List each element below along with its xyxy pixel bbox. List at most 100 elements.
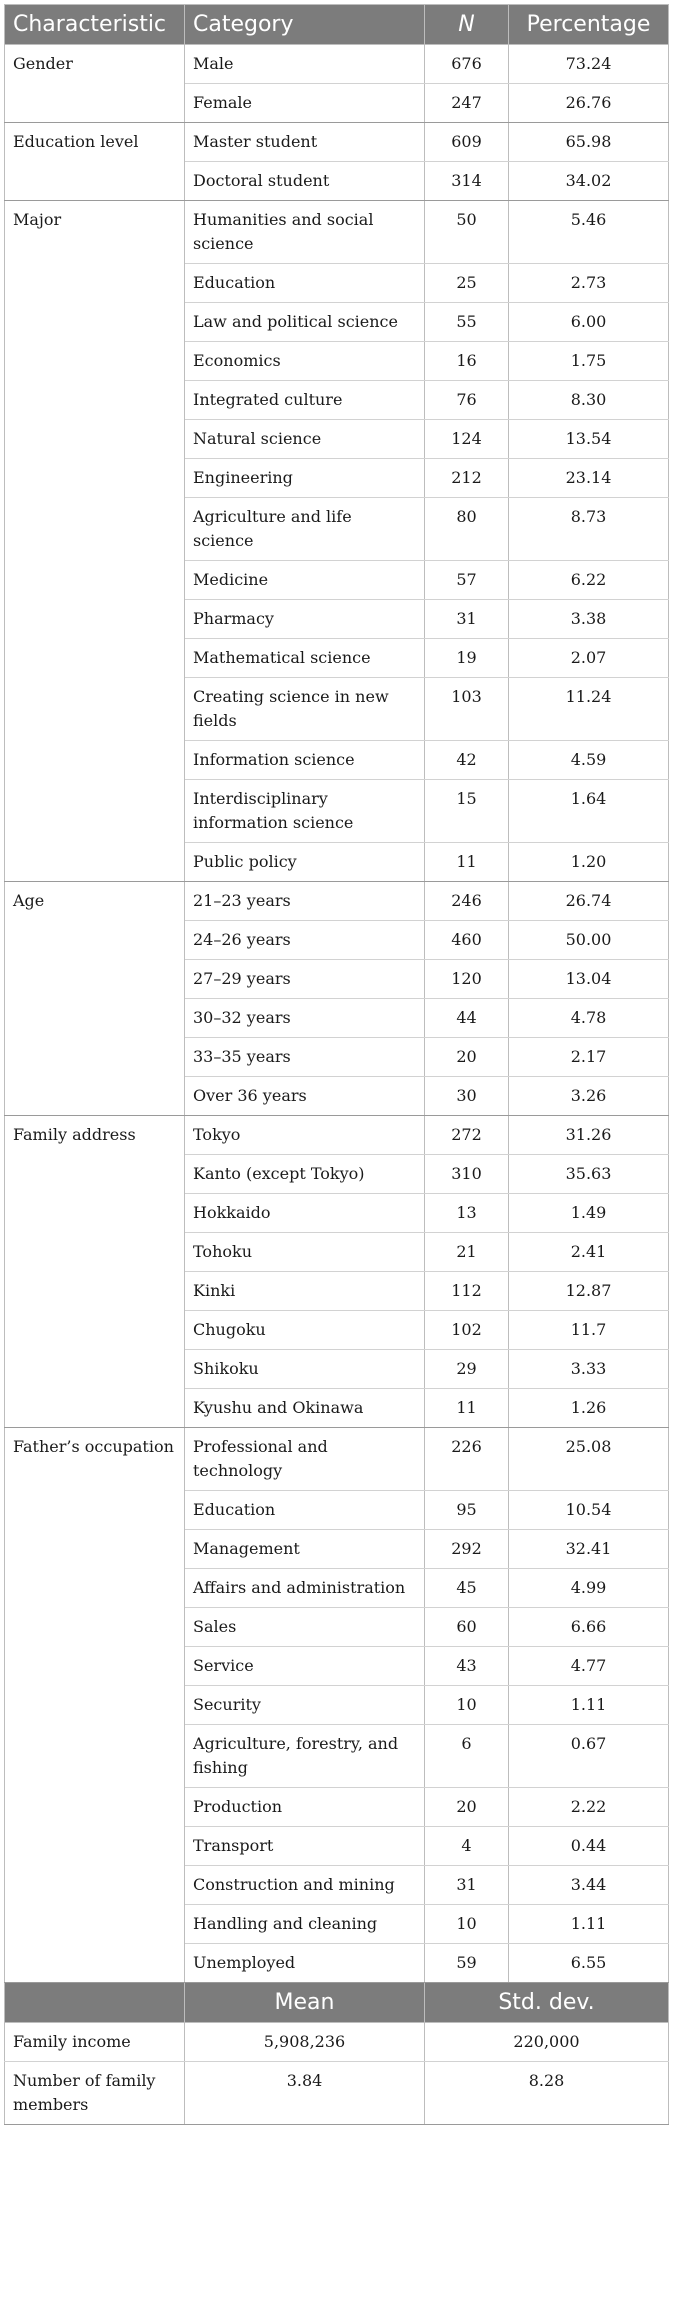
- category-cell: Interdisciplinary information science: [184, 779, 425, 843]
- category-cell: Integrated culture: [184, 380, 425, 420]
- category-cell: Female: [184, 83, 425, 123]
- category-cell: Doctoral student: [184, 161, 425, 201]
- n-cell: 31: [424, 599, 509, 639]
- category-cell: Humanities and social science: [184, 200, 425, 264]
- table-row: Integrated culture 76 8.30: [5, 380, 669, 420]
- n-cell: 20: [424, 1787, 509, 1827]
- percentage-cell: 4.78: [508, 998, 669, 1038]
- n-cell: 314: [424, 161, 509, 201]
- n-cell: 292: [424, 1529, 509, 1569]
- n-cell: 44: [424, 998, 509, 1038]
- percentage-cell: 26.74: [508, 881, 669, 921]
- table-row: Chugoku 102 11.7: [5, 1310, 669, 1350]
- table-row: Interdisciplinary information science 15 1…: [5, 779, 669, 843]
- percentage-cell: 4.59: [508, 740, 669, 780]
- table-row: Engineering 212 23.14: [5, 458, 669, 498]
- n-cell: 76: [424, 380, 509, 420]
- category-cell: Master student: [184, 122, 425, 162]
- percentage-cell: 12.87: [508, 1271, 669, 1311]
- summary-label-cell: Family income: [4, 2022, 185, 2062]
- category-cell: Law and political science: [184, 302, 425, 342]
- n-cell: 103: [424, 677, 509, 741]
- category-cell: Information science: [184, 740, 425, 780]
- n-cell: 124: [424, 419, 509, 459]
- n-cell: 272: [424, 1115, 509, 1155]
- percentage-cell: 1.11: [508, 1904, 669, 1944]
- n-cell: 57: [424, 560, 509, 600]
- category-cell: Transport: [184, 1826, 425, 1866]
- category-cell: Security: [184, 1685, 425, 1725]
- percentage-cell: 13.04: [508, 959, 669, 999]
- demographics-table: Characteristic Category N Percentage Gen…: [4, 4, 669, 2125]
- n-cell: 226: [424, 1427, 509, 1491]
- table-row: Kinki 112 12.87: [5, 1271, 669, 1311]
- percentage-cell: 32.41: [508, 1529, 669, 1569]
- n-cell: 6: [424, 1724, 509, 1788]
- category-cell: Education: [184, 263, 425, 303]
- n-cell: 31: [424, 1865, 509, 1905]
- percentage-cell: 31.26: [508, 1115, 669, 1155]
- percentage-cell: 3.38: [508, 599, 669, 639]
- characteristic-cell: Family address: [4, 1115, 185, 1428]
- summary-sd-cell: 220,000: [424, 2022, 669, 2062]
- table-row: Law and political science 55 6.00: [5, 302, 669, 342]
- n-cell: 676: [424, 44, 509, 84]
- category-cell: 30–32 years: [184, 998, 425, 1038]
- table-row: Doctoral student 314 34.02: [5, 161, 669, 201]
- category-cell: Kanto (except Tokyo): [184, 1154, 425, 1194]
- category-cell: 21–23 years: [184, 881, 425, 921]
- percentage-cell: 1.49: [508, 1193, 669, 1233]
- percentage-cell: 1.26: [508, 1388, 669, 1428]
- percentage-cell: 4.77: [508, 1646, 669, 1686]
- percentage-cell: 6.22: [508, 560, 669, 600]
- table-row: Agriculture, forestry, and fishing 6 0.67: [5, 1724, 669, 1788]
- percentage-cell: 10.54: [508, 1490, 669, 1530]
- percentage-cell: 4.99: [508, 1568, 669, 1608]
- n-cell: 11: [424, 842, 509, 882]
- percentage-cell: 3.26: [508, 1076, 669, 1116]
- characteristic-cell: Father’s occupation: [4, 1427, 185, 1983]
- category-cell: Hokkaido: [184, 1193, 425, 1233]
- table-row: Kanto (except Tokyo) 310 35.63: [5, 1154, 669, 1194]
- percentage-cell: 2.22: [508, 1787, 669, 1827]
- summary-label-cell: Number of family members: [4, 2061, 185, 2125]
- table-row: Security 10 1.11: [5, 1685, 669, 1725]
- percentage-cell: 1.64: [508, 779, 669, 843]
- n-cell: 11: [424, 1388, 509, 1428]
- percentage-cell: 8.73: [508, 497, 669, 561]
- category-cell: Chugoku: [184, 1310, 425, 1350]
- n-cell: 15: [424, 779, 509, 843]
- table-row: Education level Master student 609 65.98: [4, 122, 669, 201]
- category-cell: Unemployed: [184, 1943, 425, 1983]
- table-row: Construction and mining 31 3.44: [5, 1865, 669, 1905]
- n-cell: 30: [424, 1076, 509, 1116]
- n-cell: 10: [424, 1904, 509, 1944]
- n-cell: 25: [424, 263, 509, 303]
- percentage-cell: 6.00: [508, 302, 669, 342]
- n-cell: 13: [424, 1193, 509, 1233]
- percentage-cell: 3.44: [508, 1865, 669, 1905]
- summary-row: Number of family members 3.84 8.28: [4, 2061, 669, 2125]
- table-row: 30–32 years 44 4.78: [5, 998, 669, 1038]
- characteristic-cell: Gender: [4, 44, 185, 123]
- n-cell: 460: [424, 920, 509, 960]
- category-cell: Kyushu and Okinawa: [184, 1388, 425, 1428]
- n-cell: 20: [424, 1037, 509, 1077]
- table-header-row: Characteristic Category N Percentage: [4, 4, 669, 45]
- percentage-cell: 3.33: [508, 1349, 669, 1389]
- category-cell: Handling and cleaning: [184, 1904, 425, 1944]
- table-row: Mathematical science 19 2.07: [5, 638, 669, 678]
- percentage-cell: 23.14: [508, 458, 669, 498]
- percentage-cell: 5.46: [508, 200, 669, 264]
- percentage-cell: 65.98: [508, 122, 669, 162]
- category-cell: Education: [184, 1490, 425, 1530]
- percentage-cell: 6.55: [508, 1943, 669, 1983]
- header-percentage: Percentage: [508, 4, 669, 45]
- n-cell: 42: [424, 740, 509, 780]
- n-cell: 60: [424, 1607, 509, 1647]
- table-row: Pharmacy 31 3.38: [5, 599, 669, 639]
- category-cell: 27–29 years: [184, 959, 425, 999]
- category-cell: Male: [184, 44, 425, 84]
- table-row: Female 247 26.76: [5, 83, 669, 123]
- table-row: Family address Tokyo 272 31.26: [4, 1115, 669, 1428]
